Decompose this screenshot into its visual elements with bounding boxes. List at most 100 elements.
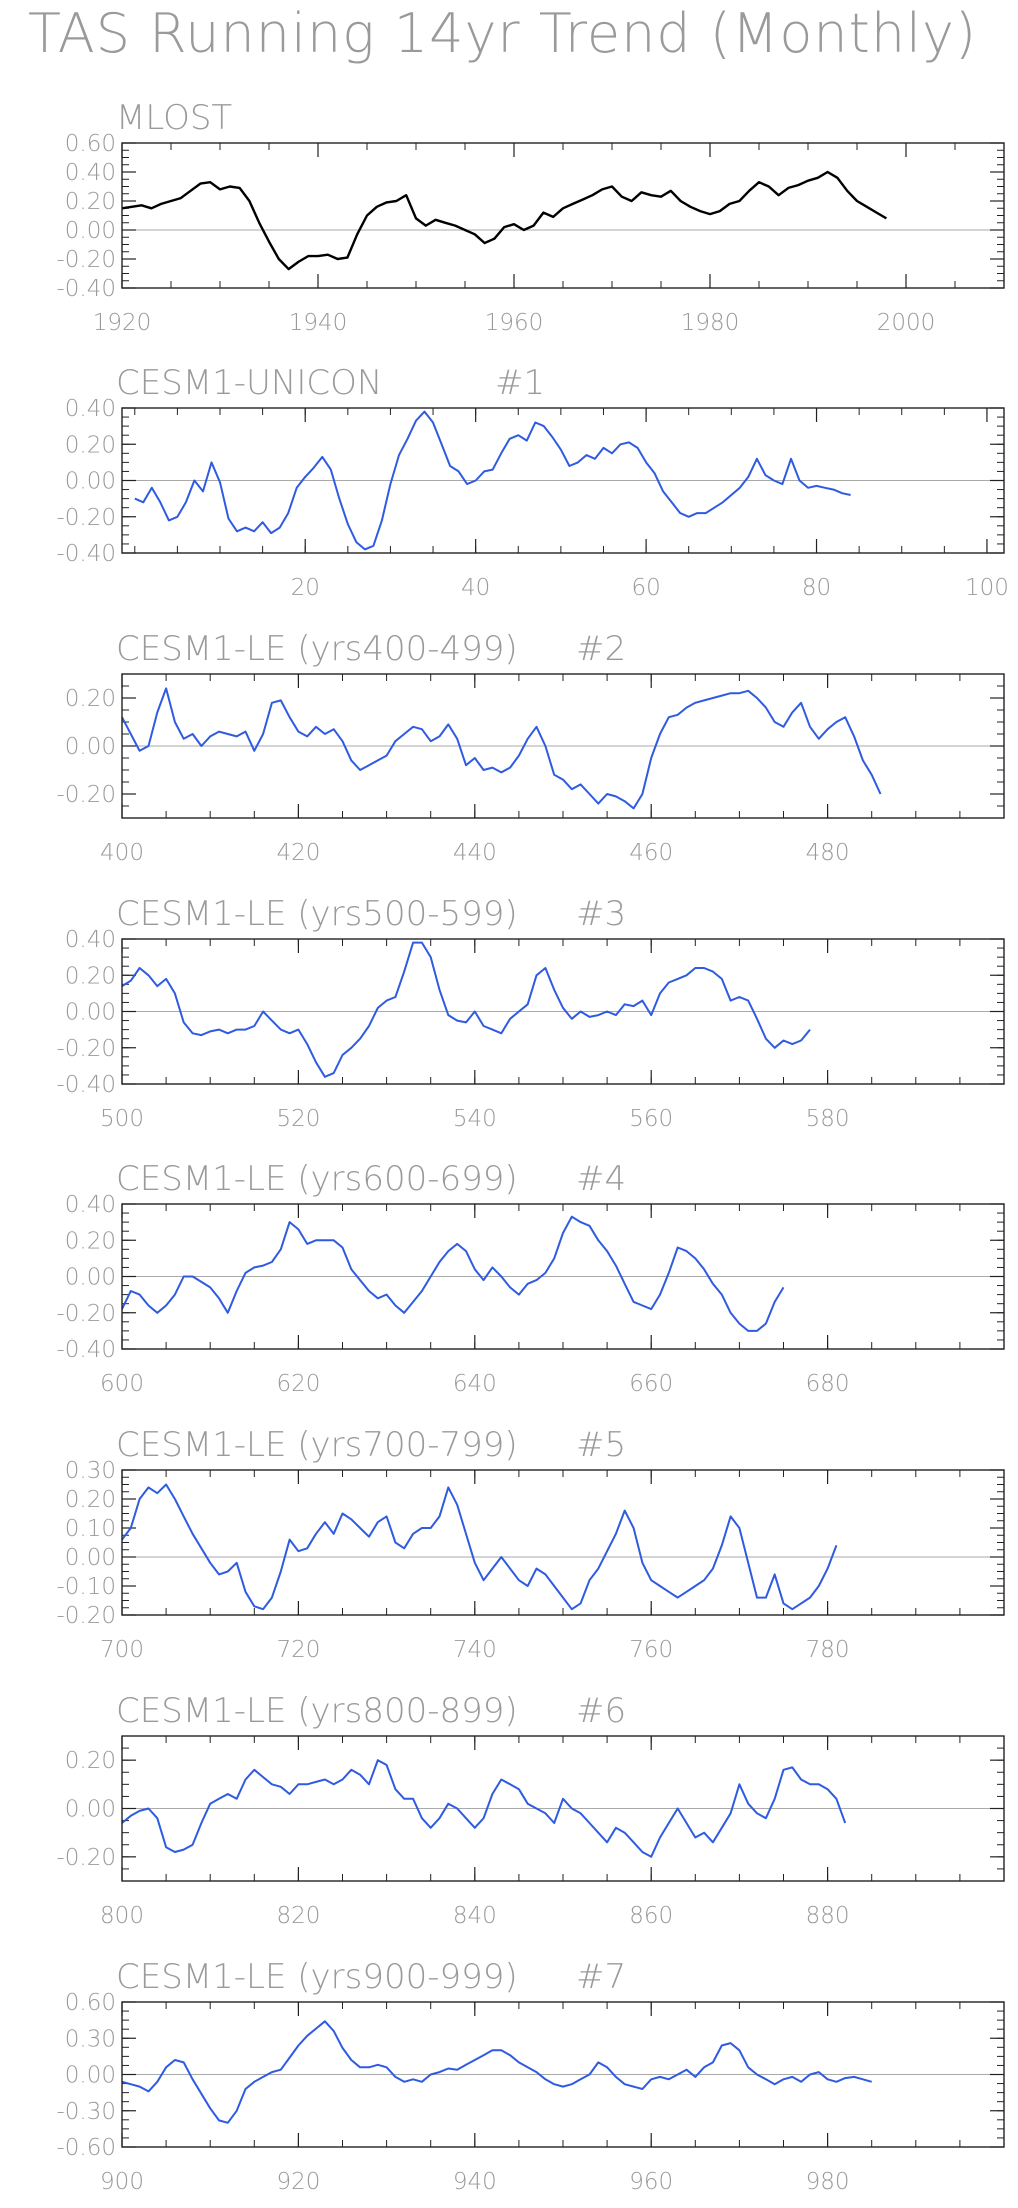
y-tick-label: 0.40	[65, 160, 116, 186]
y-tick-label: 0.20	[65, 189, 116, 215]
x-tick-label: 940	[453, 2169, 497, 2195]
x-tick-label: 1940	[289, 310, 348, 336]
y-tick-label: -0.40	[56, 1337, 116, 1363]
y-tick-label: -0.30	[56, 2099, 116, 2125]
panel-title: CESM1-LE (yrs600-699)	[116, 1159, 518, 1199]
series-line	[121, 687, 882, 810]
x-tick-label: 440	[453, 840, 497, 866]
x-tick-label: 840	[453, 1903, 497, 1929]
panel-run-label: #5	[576, 1425, 626, 1465]
y-tick-label: 0.60	[65, 1990, 116, 2016]
x-tick-label: 540	[453, 1106, 497, 1132]
figure-title: TAS Running 14yr Trend (Monthly)	[28, 2, 978, 65]
x-tick-label: 1960	[485, 310, 544, 336]
y-tick-label: -0.20	[56, 247, 116, 273]
y-tick-label: 0.00	[65, 1545, 116, 1571]
y-tick-label: 0.40	[65, 1192, 116, 1218]
plot-frame	[121, 1469, 1005, 1616]
x-tick-label: 620	[276, 1371, 320, 1397]
y-tick-label: 0.20	[65, 1228, 116, 1254]
y-tick-label: -0.40	[56, 276, 116, 302]
series-line	[121, 941, 811, 1078]
x-tick-label: 740	[453, 1637, 497, 1663]
x-tick-label: 760	[629, 1637, 673, 1663]
panel-5: CESM1-LE (yrs600-699) #4 0.40 0.20 0.00 -0.20…	[56, 1159, 1005, 1397]
x-tick-label: 660	[629, 1371, 673, 1397]
panel-run-label: #3	[576, 894, 626, 934]
y-tick-label: 0.60	[65, 131, 116, 157]
y-tick-label: -0.20	[56, 782, 116, 808]
panel-title: CESM1-UNICON	[116, 363, 382, 403]
y-tick-label: 0.30	[65, 1458, 116, 1484]
x-tick-label: 560	[629, 1106, 673, 1132]
x-tick-label: 920	[276, 2169, 320, 2195]
panel-run-label: #7	[576, 1957, 626, 1997]
panel-title: CESM1-LE (yrs500-599)	[116, 894, 518, 934]
y-tick-label: 0.00	[65, 1797, 116, 1823]
x-tick-label: 100	[965, 575, 1009, 601]
x-tick-label: 880	[806, 1903, 850, 1929]
x-tick-label: 980	[806, 2169, 850, 2195]
y-tick-label: 0.40	[65, 396, 116, 422]
series-line	[121, 170, 888, 271]
plot-frame	[121, 2001, 1005, 2148]
y-tick-label: -0.20	[56, 1301, 116, 1327]
x-tick-label: 2000	[877, 310, 936, 336]
y-tick-label: 0.20	[65, 432, 116, 458]
y-tick-label: -0.40	[56, 1072, 116, 1098]
panel-7: CESM1-LE (yrs800-899) #6 0.20 0.00 -0.20 800 8…	[56, 1691, 1005, 1929]
y-tick-label: 0.10	[65, 1516, 116, 1542]
x-tick-label: 1920	[93, 310, 152, 336]
panel-title: CESM1-LE (yrs800-899)	[116, 1691, 518, 1731]
plot-frame	[121, 142, 1005, 289]
panel-title: CESM1-LE (yrs900-999)	[116, 1957, 518, 1997]
panel-run-label: #6	[576, 1691, 626, 1731]
series-line	[121, 2020, 872, 2124]
plot-frame	[121, 1735, 1005, 1882]
plot-frame	[121, 938, 1005, 1085]
panel-4: CESM1-LE (yrs500-599) #3 0.40 0.20 0.00 -0.20…	[56, 894, 1005, 1132]
y-tick-label: 0.00	[65, 469, 116, 495]
x-tick-label: 460	[629, 840, 673, 866]
x-tick-label: 820	[276, 1903, 320, 1929]
x-tick-label: 800	[100, 1903, 144, 1929]
panel-6: CESM1-LE (yrs700-799) #5 0.30 0.20 0.10 0.00 -…	[56, 1425, 1005, 1663]
panel-run-label: #2	[576, 629, 626, 669]
x-tick-label: 480	[806, 840, 850, 866]
x-tick-label: 600	[100, 1371, 144, 1397]
series-line	[134, 410, 851, 551]
plot-frame	[121, 407, 1005, 554]
panel-title: CESM1-LE (yrs400-499)	[116, 629, 518, 669]
y-tick-label: 0.00	[65, 734, 116, 760]
panel-3: CESM1-LE (yrs400-499) #2 0.20 0.00 -0.20 400 4…	[56, 629, 1005, 866]
x-tick-label: 420	[276, 840, 320, 866]
panel-run-label: #4	[576, 1159, 626, 1199]
y-tick-label: 0.00	[65, 2063, 116, 2089]
panel-run-label: #1	[495, 363, 545, 403]
y-tick-label: 0.20	[65, 963, 116, 989]
x-tick-label: 720	[276, 1637, 320, 1663]
x-tick-label: 780	[806, 1637, 850, 1663]
y-tick-label: 0.00	[65, 1000, 116, 1026]
x-tick-label: 960	[629, 2169, 673, 2195]
x-tick-label: 20	[291, 575, 320, 601]
y-tick-label: -0.20	[56, 505, 116, 531]
plot-frame	[121, 1203, 1005, 1350]
panel-2: CESM1-UNICON #1 0.40 0.20 0.00 -0.20 -0.40 20 40…	[56, 363, 1008, 601]
x-tick-label: 400	[100, 840, 144, 866]
y-tick-label: 0.40	[65, 927, 116, 953]
x-tick-label: 860	[629, 1903, 673, 1929]
y-tick-label: 0.20	[65, 1487, 116, 1513]
x-tick-label: 640	[453, 1371, 497, 1397]
series-line	[121, 1759, 847, 1858]
x-tick-label: 40	[461, 575, 490, 601]
x-tick-label: 900	[100, 2169, 144, 2195]
panel-title: MLOST	[116, 98, 232, 138]
x-tick-label: 60	[631, 575, 660, 601]
panel-title: CESM1-LE (yrs700-799)	[116, 1425, 518, 1465]
series-line	[121, 1215, 785, 1332]
y-tick-label: -0.20	[56, 1845, 116, 1871]
panel-8: CESM1-LE (yrs900-999) #7 0.60 0.30 0.00 -0.30…	[56, 1957, 1005, 2195]
y-tick-label: -0.10	[56, 1574, 116, 1600]
